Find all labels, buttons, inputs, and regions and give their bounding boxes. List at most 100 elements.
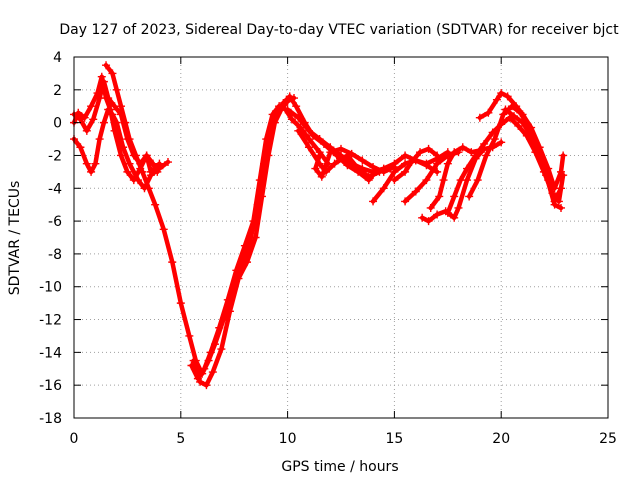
- data-point: [251, 233, 260, 242]
- data-point: [95, 135, 104, 144]
- data-point: [196, 377, 205, 386]
- data-point: [501, 105, 510, 114]
- data-point: [264, 151, 273, 160]
- data-point: [268, 110, 277, 119]
- data-point: [74, 108, 83, 117]
- x-tick-label: 10: [279, 431, 297, 447]
- x-tick-labels: 0 5 10 15 20 25: [70, 431, 617, 447]
- data-point: [407, 158, 416, 167]
- data-point: [463, 164, 472, 173]
- data-point: [557, 203, 566, 212]
- data-point: [176, 299, 185, 308]
- data-point: [217, 345, 226, 354]
- data-point: [499, 110, 508, 119]
- series-arc-10: [369, 156, 442, 206]
- data-point: [163, 158, 172, 167]
- data-point: [390, 176, 399, 185]
- data-point: [76, 143, 85, 152]
- data-point: [330, 159, 339, 168]
- data-point: [456, 176, 465, 185]
- data-point: [202, 381, 211, 390]
- data-point: [121, 118, 130, 127]
- data-point: [129, 176, 138, 185]
- data-point: [144, 184, 153, 193]
- series-line: [313, 146, 397, 180]
- data-point: [490, 135, 499, 144]
- data-point: [433, 159, 442, 168]
- series-arc-11: [390, 144, 442, 185]
- data-point: [450, 148, 459, 157]
- x-tick-label: 20: [492, 431, 510, 447]
- series-line: [503, 107, 564, 204]
- data-point: [223, 295, 232, 304]
- data-point: [422, 176, 431, 185]
- data-point: [142, 151, 151, 160]
- series-arc-8: [294, 126, 395, 181]
- data-point: [450, 213, 459, 222]
- data-point: [379, 184, 388, 193]
- data-point: [87, 102, 96, 111]
- data-point: [443, 208, 452, 217]
- series-line: [191, 95, 297, 388]
- data-point: [151, 200, 160, 209]
- series-arc-9: [311, 144, 399, 181]
- data-point: [116, 102, 125, 111]
- data-point: [82, 159, 91, 168]
- data-point: [326, 148, 335, 157]
- data-point: [317, 172, 326, 181]
- series-arc-5: [187, 102, 333, 383]
- data-point: [550, 197, 559, 206]
- data-point: [294, 126, 303, 135]
- data-point: [512, 102, 521, 111]
- data-point: [503, 92, 512, 101]
- data-point: [418, 213, 427, 222]
- data-point: [185, 331, 194, 340]
- data-point: [497, 89, 506, 98]
- data-point: [364, 172, 373, 181]
- series-arc-17: [475, 89, 568, 193]
- data-point: [514, 121, 523, 130]
- data-point: [315, 151, 324, 160]
- data-point: [465, 192, 474, 201]
- data-point: [510, 112, 519, 121]
- data-point: [401, 197, 410, 206]
- x-tick-label: 0: [70, 431, 79, 447]
- data-point: [257, 192, 266, 201]
- data-point: [108, 69, 117, 78]
- data-point: [91, 159, 100, 168]
- data-point: [401, 159, 410, 168]
- data-point: [467, 148, 476, 157]
- series-arc-4: [102, 61, 378, 378]
- data-point: [443, 159, 452, 168]
- data-point: [287, 115, 296, 124]
- data-point: [337, 144, 345, 153]
- series-arc-18: [501, 105, 566, 206]
- data-point: [97, 72, 106, 81]
- series-arc-6: [189, 94, 299, 390]
- data-point: [110, 126, 119, 135]
- data-point: [439, 176, 448, 185]
- series-line: [71, 74, 162, 183]
- data-point: [369, 197, 378, 206]
- data-point: [482, 151, 491, 160]
- data-point: [358, 156, 367, 165]
- data-point: [416, 148, 425, 157]
- data-point: [559, 151, 568, 160]
- data-point: [206, 348, 215, 357]
- data-point: [411, 187, 420, 196]
- data-point: [283, 97, 292, 106]
- data-point: [200, 364, 209, 373]
- data-point: [354, 164, 363, 173]
- data-point: [433, 151, 442, 160]
- y-tick-label: -2: [48, 148, 62, 164]
- data-point: [155, 159, 164, 168]
- data-point: [433, 210, 442, 219]
- y-tick-label: -6: [48, 214, 62, 230]
- y-tick-label: -12: [39, 313, 62, 329]
- data-point: [125, 159, 134, 168]
- axis-ticks: [73, 56, 609, 419]
- data-point: [290, 94, 299, 103]
- data-point: [82, 126, 91, 135]
- data-point: [422, 161, 431, 170]
